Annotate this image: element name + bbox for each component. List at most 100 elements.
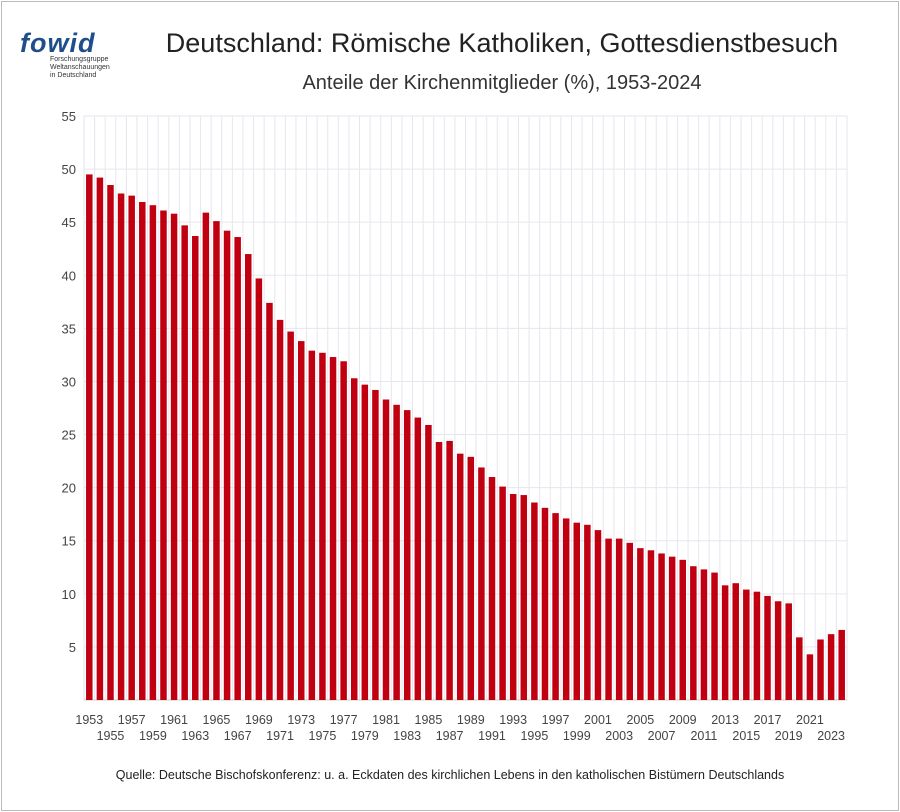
y-tick-label: 5 — [69, 640, 76, 655]
chart-subtitle: Anteile der Kirchenmitglieder (%), 1953-… — [302, 72, 702, 94]
fowid-logo: fowid Forschungsgruppe Weltanschauungen … — [20, 30, 120, 80]
y-tick-label: 45 — [62, 215, 76, 230]
bar-1973 — [297, 341, 305, 700]
x-tick-label: 2009 — [669, 713, 697, 727]
bar-1980 — [372, 389, 379, 700]
chart-title: Deutschland: Römische Katholiken, Gottes… — [165, 28, 839, 58]
bar-1986 — [435, 441, 443, 700]
x-tick-label: 1967 — [224, 729, 252, 743]
x-tick-label: 2019 — [775, 729, 803, 743]
x-tick-label: 1989 — [457, 713, 485, 727]
bar-2002 — [605, 538, 612, 700]
x-tick-label: 2003 — [605, 729, 633, 743]
bar-2006 — [647, 550, 655, 700]
bar-1981 — [382, 399, 390, 700]
x-tick-label: 1979 — [351, 729, 379, 743]
bar-1962 — [181, 225, 188, 700]
bar-2020 — [796, 637, 803, 700]
bar-1988 — [456, 453, 464, 700]
bar-1993 — [509, 494, 517, 700]
x-tick-label: 2001 — [584, 713, 612, 727]
x-tick-label: 1983 — [393, 729, 421, 743]
x-tick-label: 1977 — [330, 713, 358, 727]
bar-1954 — [96, 177, 104, 700]
bar-2014 — [732, 583, 739, 700]
bar-1987 — [446, 440, 453, 700]
x-tick-label: 1993 — [499, 713, 527, 727]
bar-1970 — [266, 302, 273, 700]
x-tick-label: 1971 — [266, 729, 294, 743]
x-tick-label: 2013 — [711, 713, 739, 727]
y-tick-label: 50 — [62, 162, 76, 177]
bar-1965 — [213, 221, 220, 700]
bar-1977 — [340, 361, 347, 700]
x-tick-label: 2005 — [626, 713, 654, 727]
x-tick-label: 1987 — [436, 729, 464, 743]
bar-1960 — [160, 210, 167, 700]
x-tick-label: 2023 — [817, 729, 845, 743]
bar-1953 — [86, 174, 93, 700]
x-tick-label: 1995 — [520, 729, 548, 743]
bar-2019 — [785, 603, 792, 700]
bar-2022 — [817, 639, 824, 700]
bar-1996 — [541, 507, 549, 700]
x-tick-label: 1975 — [309, 729, 337, 743]
y-tick-label: 15 — [62, 534, 76, 549]
bar-2010 — [690, 566, 697, 700]
x-tick-label: 1955 — [97, 729, 125, 743]
bar-1995 — [531, 502, 538, 700]
bar-1997 — [552, 513, 559, 700]
bar-1990 — [478, 467, 485, 700]
x-tick-label: 1963 — [181, 729, 209, 743]
x-tick-label: 1985 — [415, 713, 443, 727]
x-tick-label: 2011 — [690, 729, 717, 743]
x-tick-label: 2017 — [754, 713, 782, 727]
bar-2018 — [774, 601, 782, 700]
logo-text: fowid — [20, 28, 96, 58]
x-tick-label: 1997 — [542, 713, 570, 727]
x-tick-label: 2007 — [648, 729, 676, 743]
bar-2004 — [626, 542, 634, 700]
bar-chart: 5 10 15 20 25 30 35 40 45 50 55 1953 1955 1957 1959 196… — [62, 109, 848, 743]
bar-2003 — [615, 538, 623, 700]
bar-1964 — [202, 212, 210, 700]
x-tick-label: 2021 — [796, 713, 824, 727]
bar-1958 — [139, 202, 146, 701]
bar-1963 — [192, 235, 199, 700]
bar-1971 — [276, 319, 284, 700]
bar-1966 — [223, 230, 231, 700]
bar-1955 — [107, 185, 114, 700]
bar-2011 — [700, 569, 708, 700]
bar-1992 — [499, 486, 506, 700]
bar-2013 — [721, 585, 729, 700]
bar-1968 — [245, 254, 252, 700]
bar-1976 — [329, 357, 337, 700]
x-tick-label: 1991 — [478, 729, 506, 743]
x-tick-label: 1957 — [118, 713, 146, 727]
bar-2012 — [711, 572, 718, 700]
bar-2016 — [753, 591, 761, 700]
x-tick-label: 1969 — [245, 713, 273, 727]
y-tick-label: 20 — [62, 481, 76, 496]
y-tick-label: 25 — [62, 428, 76, 443]
bar-1967 — [234, 237, 241, 700]
x-tick-label: 1961 — [160, 713, 188, 727]
y-tick-label: 35 — [62, 321, 76, 336]
bar-1975 — [319, 352, 326, 700]
y-tick-label: 55 — [62, 109, 76, 124]
source-note: Quelle: Deutsche Bischofskonferenz: u. a… — [115, 768, 785, 782]
bar-1999 — [573, 522, 581, 700]
bar-2009 — [679, 559, 686, 700]
x-tick-label: 1965 — [203, 713, 231, 727]
bar-1972 — [287, 331, 294, 700]
bar-2007 — [658, 553, 665, 700]
x-tick-label: 2015 — [732, 729, 760, 743]
bar-2005 — [637, 548, 644, 700]
bar-2001 — [594, 530, 602, 700]
x-tick-label: 1981 — [372, 713, 400, 727]
bar-1957 — [128, 195, 135, 701]
bar-2023 — [827, 634, 835, 700]
bar-1979 — [361, 384, 369, 700]
bar-1974 — [308, 350, 316, 700]
